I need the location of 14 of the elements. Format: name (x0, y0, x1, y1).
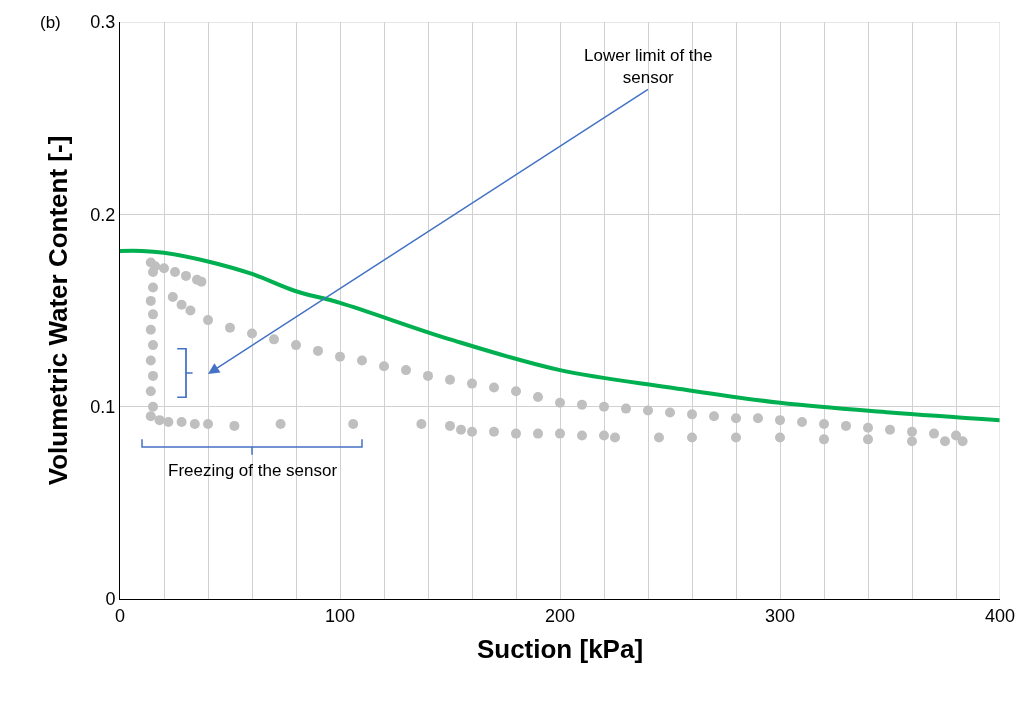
x-tick-label: 400 (984, 605, 1016, 626)
annotation: Lower limit of the sensor (584, 46, 713, 88)
y-tick-label: 0.1 (90, 396, 116, 417)
x-tick-label: 200 (544, 605, 576, 626)
y-tick-label: 0.2 (90, 204, 116, 225)
y-tick-label: 0 (105, 589, 116, 610)
y-axis-title: Volumetric Water Content [-] (42, 135, 73, 486)
text: (b) (40, 13, 61, 32)
line-series (120, 248, 1000, 423)
annotation: Freezing of the sensor (168, 461, 338, 480)
x-tick-label: 300 (764, 605, 796, 626)
y-tick-label: 0.3 (90, 12, 116, 33)
x-tick-label: 100 (324, 605, 356, 626)
x-axis-title: Suction [kPa] (476, 634, 644, 665)
